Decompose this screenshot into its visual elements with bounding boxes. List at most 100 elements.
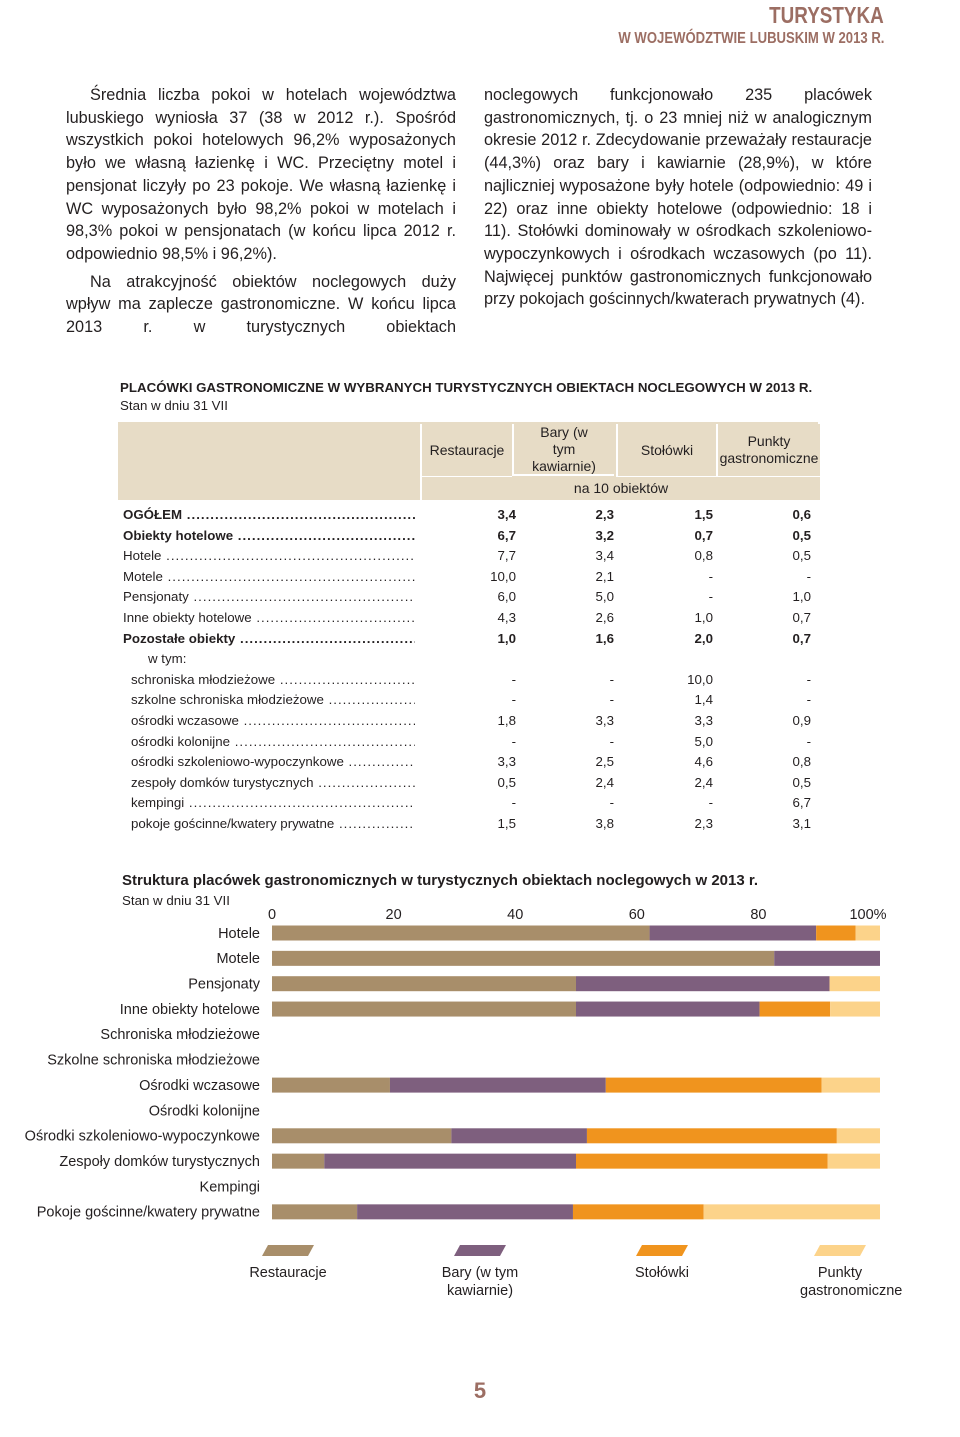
legend-label: Bary (w tym kawiarnie): [441, 1265, 519, 1299]
bar-segment: [389, 1077, 606, 1093]
column-header: Restauracje: [420, 424, 512, 478]
y-tick-label: Pensjonaty: [188, 977, 260, 993]
cell: -: [609, 692, 614, 708]
cell: 2,0: [694, 630, 714, 646]
bar-segment: [605, 1077, 822, 1093]
cell: 0,5: [792, 548, 812, 564]
cell: 0,6: [792, 507, 812, 522]
header-title: TURYSTYKA: [769, 2, 884, 28]
x-tick-label: 100%: [849, 907, 886, 923]
cell: -: [708, 589, 713, 605]
bar-segment: [576, 1001, 760, 1017]
row-label: szkolne schroniska młodzieżowe: [131, 690, 415, 710]
row-label: Pozostałe obiekty: [123, 629, 415, 649]
table-row: ośrodki kolonijne - - 5,0 -: [118, 732, 818, 752]
cell: 0,8: [694, 548, 714, 564]
cell: 3,3: [497, 754, 517, 770]
cell: 1,5: [497, 816, 517, 831]
column-header: Bary (w tym kawiarnie): [512, 424, 614, 476]
cell: 3,3: [694, 713, 714, 728]
table-row: Motele 10,0 2,1 - -: [118, 567, 818, 587]
row-label: Motele: [123, 567, 415, 587]
cell: -: [806, 733, 811, 749]
bar-segment: [324, 1153, 576, 1169]
column-header: Punkty gastronomiczne: [716, 424, 820, 478]
row-label: pokoje gościnne/kwatery prywatne: [131, 814, 415, 834]
table-row: Obiekty hotelowe 6,7 3,2 0,7 0,5: [118, 526, 818, 546]
column-header: Stołówki: [616, 424, 716, 478]
cell: 6,0: [497, 589, 517, 605]
bar-segment: [816, 925, 856, 941]
bar-segment: [272, 976, 576, 992]
cell: 3,1: [792, 816, 812, 831]
cell: 0,9: [792, 713, 812, 728]
y-tick-label: Inne obiekty hotelowe: [120, 1002, 260, 1018]
x-tick-label: 80: [750, 907, 766, 923]
bar-segment: [703, 1204, 880, 1220]
cell: 1,8: [497, 713, 517, 728]
cell: 1,0: [497, 630, 517, 646]
cell: 1,0: [694, 610, 714, 625]
bar-segment: [272, 1001, 576, 1017]
cell: 2,6: [595, 610, 615, 625]
cell: -: [708, 568, 713, 584]
table-row: ośrodki szkoleniowo-wypoczynkowe 3,3 2,5 4,…: [118, 752, 818, 772]
cell: 6,7: [792, 795, 812, 811]
cell: 10,0: [687, 671, 713, 687]
cell: 3,4: [497, 507, 517, 522]
bar-segment: [827, 1153, 880, 1169]
x-tick-label: 40: [507, 907, 523, 923]
cell: 4,3: [497, 610, 517, 625]
bar-segment: [836, 1128, 880, 1144]
y-tick-label: Zespoły domków turystycznych: [59, 1154, 260, 1170]
bar-segment: [586, 1128, 837, 1144]
legend-swatch: [814, 1245, 866, 1256]
table-title: PLACÓWKI GASTRONOMICZNE W WYBRANYCH TURY…: [120, 380, 813, 395]
bar-segment: [272, 950, 775, 966]
bar-segment: [272, 1128, 452, 1144]
paragraph: noclegowych funkcjonowało 235 placówek g…: [484, 86, 872, 309]
cell: 2,5: [595, 754, 615, 770]
legend-swatch: [262, 1245, 314, 1256]
legend-label: Stołówki: [635, 1265, 689, 1281]
cell: -: [511, 671, 516, 687]
cell: 1,5: [694, 507, 714, 522]
cell: 10,0: [490, 568, 516, 584]
bar-segment: [829, 976, 880, 992]
bar-segment: [572, 1204, 704, 1220]
table-row: ośrodki wczasowe 1,8 3,3 3,3 0,9: [118, 711, 818, 731]
cell: 3,4: [595, 548, 615, 564]
y-tick-label: Ośrodki szkoleniowo-wypoczynkowe: [25, 1129, 260, 1145]
cell: 0,7: [792, 630, 812, 646]
table-row: pokoje gościnne/kwatery prywatne 1,5 3,8 2,…: [118, 814, 818, 834]
cell: -: [609, 795, 614, 811]
row-label: Inne obiekty hotelowe: [123, 608, 415, 628]
y-tick-label: Schroniska młodzieżowe: [100, 1027, 260, 1043]
cell: -: [806, 568, 811, 584]
cell: 0,8: [792, 754, 812, 770]
y-tick-label: Kempingi: [200, 1179, 260, 1195]
chart-title: Struktura placówek gastronomicznych w tu…: [122, 872, 759, 889]
row-label: Pensjonaty: [123, 587, 415, 607]
cell: 7,7: [497, 548, 517, 564]
cell: 6,7: [497, 527, 517, 543]
header-subtitle: W WOJEWÓDZTWIE LUBUSKIM W 2013 R.: [617, 30, 884, 47]
y-tick-label: Pokoje gościnne/kwatery prywatne: [37, 1205, 260, 1221]
cell: 2,4: [694, 774, 714, 790]
table-row: OGÓŁEM 3,4 2,3 1,5 0,6: [118, 505, 818, 525]
page-number: 5: [473, 1378, 487, 1403]
x-tick-label: 20: [386, 907, 402, 923]
cell: 3,2: [595, 527, 615, 543]
cell: 2,4: [595, 774, 615, 790]
table-row: szkolne schroniska młodzieżowe - - 1,4 -: [118, 690, 818, 710]
cell: 1,0: [792, 589, 812, 605]
bar-segment: [774, 950, 880, 966]
cell: -: [806, 671, 811, 687]
legend-swatch: [454, 1245, 506, 1256]
bar-segment: [649, 925, 817, 941]
cell: 1,6: [595, 630, 615, 646]
row-label: ośrodki szkoleniowo-wypoczynkowe: [131, 752, 415, 772]
cell: 1,4: [694, 692, 714, 708]
